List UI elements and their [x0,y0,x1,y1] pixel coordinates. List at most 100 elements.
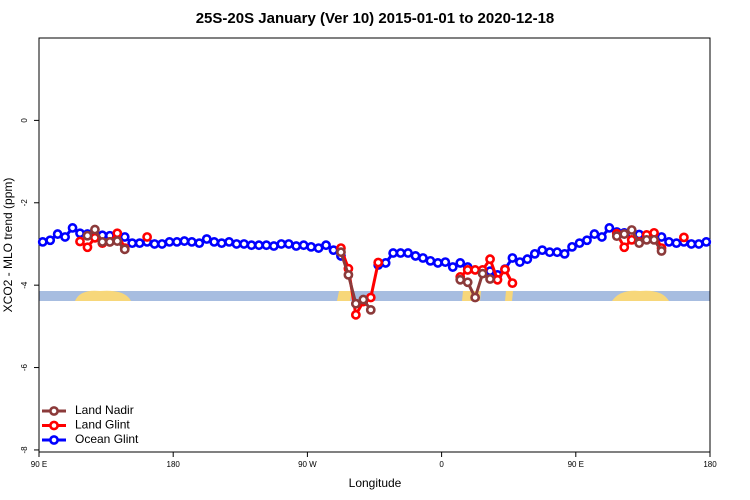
data-point [537,245,548,256]
data-point [164,237,175,247]
data-point [500,264,510,275]
data-point [343,269,354,280]
data-point [149,239,160,249]
data-point [492,274,503,285]
data-point [656,246,667,256]
data-point [589,229,600,239]
data-point [231,239,242,249]
data-point [425,255,436,266]
data-point [440,257,451,267]
data-point [634,238,645,249]
data-point [328,245,339,256]
data-point [641,234,652,245]
data-point [336,247,346,258]
data-point [119,244,130,255]
data-point [559,248,570,259]
data-point [112,236,123,246]
data-point [239,239,249,249]
land-patch [612,290,669,301]
data-point [432,258,443,268]
data-point [388,248,399,258]
data-point [418,253,428,263]
data-point [358,294,369,305]
data-point [567,241,577,252]
data-point [350,298,361,309]
data-point [380,258,391,268]
data-point [127,238,138,249]
x-tick-label: 90 E [568,460,584,469]
data-point [529,248,540,259]
data-point [507,278,518,289]
y-tick-label: 0 [20,118,29,123]
data-point [395,248,406,258]
data-point [470,265,481,275]
data-point [246,240,257,251]
data-point [619,242,630,253]
legend-marker [49,406,59,416]
data-point [619,229,630,239]
data-point [313,243,324,253]
data-point [321,240,331,251]
data-point [216,238,227,249]
data-point [82,230,93,241]
x-tick-label: 90 W [298,460,317,469]
data-point [45,235,56,246]
data-point [462,277,473,288]
legend-label: Land Nadir [75,403,134,417]
land-patch [75,290,131,301]
data-point [201,234,212,244]
data-point [522,254,533,265]
data-point [67,223,78,233]
data-point [462,265,473,275]
data-point [455,274,466,285]
data-point [306,241,317,252]
legend-marker [49,435,59,445]
data-point [679,232,689,243]
data-point [671,238,682,249]
data-point [90,224,100,235]
data-point [626,225,637,235]
land-patch [505,291,513,301]
legend-marker [49,420,59,431]
data-point [52,229,63,239]
y-tick-label: -4 [20,281,29,289]
data-point [485,254,495,265]
data-point [656,232,667,242]
data-point [552,247,563,258]
data-point [179,236,190,246]
data-point [298,240,309,251]
data-point [194,238,205,249]
chart-title: 25S-20S January (Ver 10) 2015-01-01 to 2… [196,10,555,27]
data-point [119,232,130,242]
land-patch [337,291,352,301]
data-point [701,237,712,247]
data-point [574,238,585,249]
data-point [37,237,48,247]
series [82,224,667,315]
data-point [254,240,264,251]
y-tick-label: -8 [20,446,29,454]
data-point [112,228,123,239]
data-point [261,240,272,251]
x-tick-label: 90 E [31,460,47,469]
data-point [507,253,518,263]
data-point [276,239,287,249]
series [37,223,712,280]
data-point [291,241,302,251]
data-point [268,241,279,251]
data-point [514,257,525,267]
data-point [693,239,704,249]
data-point [365,304,376,315]
data-point [403,248,413,258]
data-point [350,309,361,320]
y-tick-label: -2 [20,199,29,207]
data-point [447,262,458,272]
y-axis-label: XCO2 - MLO trend (ppm) [1,178,15,313]
x-tick-label: 0 [439,460,444,469]
data-point [224,237,235,247]
data-point [470,292,481,303]
y-tick-label: -6 [20,363,29,371]
data-point [186,237,197,247]
